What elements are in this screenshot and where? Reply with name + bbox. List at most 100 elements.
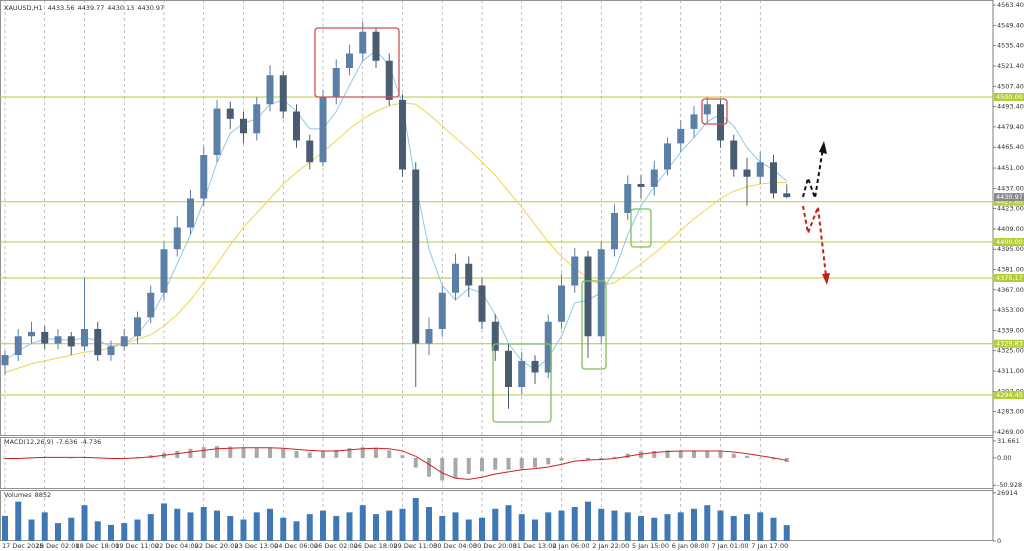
candle-body [637, 183, 645, 187]
volume-bar [121, 523, 128, 541]
macd-bar [334, 449, 339, 458]
candle-body [465, 263, 473, 286]
candle-body [385, 60, 393, 100]
y-tick-label: 4381.00 [997, 266, 1024, 274]
candle-body [266, 75, 274, 105]
volume-bar [624, 512, 631, 541]
macd-bar [413, 457, 418, 468]
macd-bar [135, 456, 140, 458]
volume-bar [200, 507, 207, 541]
volume-bar [187, 512, 194, 541]
y-tick-label: 0 [997, 537, 1001, 545]
candle-body [677, 128, 685, 144]
macd-bar [731, 453, 736, 458]
candle-body [28, 331, 35, 337]
candle-body [690, 114, 698, 129]
candle-body [120, 336, 128, 347]
macd-bar [321, 451, 325, 458]
macd-bar [294, 450, 299, 458]
level-tag [994, 93, 1024, 102]
candle-body [187, 198, 194, 228]
y-tick-label: 4367.00 [997, 286, 1024, 294]
resistance-box [701, 98, 728, 125]
y-tick-label: 31.661 [997, 437, 1020, 445]
x-tick-label: 17 Dec 2025 [2, 542, 44, 550]
volume-bar [518, 514, 525, 541]
volume-bar [267, 508, 273, 541]
x-tick-label: 2 Jan 06:00 [553, 542, 590, 550]
volume-bar [704, 505, 711, 541]
x-tick-label: 31 Dec 13:00 [513, 542, 557, 550]
volume-bar [598, 508, 605, 541]
y-tick-label: 26914 [997, 489, 1018, 497]
x-tick-label: 30 Dec 04:00 [433, 542, 477, 550]
level-label: 4294.45 [996, 391, 1023, 399]
volume-bar [571, 507, 578, 541]
high: 4439.77 [78, 4, 105, 12]
volume-bar [359, 505, 366, 541]
macd-bar [480, 457, 484, 472]
support-box [581, 280, 607, 370]
macd-bar [347, 448, 352, 458]
candle-body [200, 154, 208, 199]
y-tick-label: 4423.00 [997, 205, 1024, 213]
candle-body [544, 321, 552, 373]
macd-bar [493, 457, 498, 470]
y-tick-label: 4311.00 [997, 367, 1024, 375]
candle-body [332, 68, 340, 98]
volume-bar [214, 510, 220, 541]
candle-body [624, 183, 632, 213]
candle-body [372, 31, 380, 61]
chart-header: XAUUSD,H1 4433.56 4439.77 4430.13 4430.97 [4, 4, 164, 12]
x-tick-label: 24 Dec 06:00 [274, 542, 318, 550]
candle-body [743, 169, 751, 177]
volume-bar [465, 519, 472, 541]
candle-body [213, 108, 221, 155]
low: 4430.13 [107, 4, 134, 12]
volume-bar [638, 515, 644, 541]
candle-body [571, 256, 579, 286]
support-box [630, 208, 652, 248]
x-tick-label: 26 Dec 02:00 [314, 542, 358, 550]
candle-body [346, 53, 353, 69]
volume-bar [439, 515, 446, 541]
y-tick-label: 4493.40 [997, 103, 1024, 111]
level-tag [994, 339, 1024, 348]
volume-bar [161, 503, 167, 541]
candle-body [173, 227, 181, 250]
macd-bar [268, 447, 272, 458]
macd-header: MACD(12,26,9) -7.636 -4.736 [4, 438, 101, 446]
level-label: 4427.80 [996, 198, 1023, 206]
candle-body [160, 249, 168, 293]
candle-body [54, 336, 62, 344]
y-tick-label: 4283.00 [997, 408, 1024, 416]
x-tick-label: 7 Jan 17:00 [751, 542, 788, 550]
y-tick-label: 4325.00 [997, 347, 1024, 355]
volume-bar [585, 501, 591, 541]
volume-header: Volumes 8852 [4, 491, 51, 499]
annotations [314, 27, 830, 423]
macd-bar [771, 457, 776, 460]
macd-title: MACD(12,26,9) [4, 438, 53, 446]
price-label: 4430.97 [996, 193, 1023, 201]
volume-bar [505, 505, 512, 541]
macd-bar [559, 457, 564, 461]
y-tick-label: 4479.40 [997, 123, 1024, 131]
candle-body [478, 285, 486, 322]
candle-body [253, 104, 261, 134]
macd-bar [533, 457, 537, 468]
candle-body [359, 31, 367, 54]
volume-bar [320, 510, 326, 541]
level-label: 4375.17 [996, 274, 1023, 282]
candle-body [756, 162, 764, 177]
volume-bar [174, 508, 181, 541]
macd-bar [692, 450, 696, 458]
y-tick-label: 4451.00 [997, 164, 1024, 172]
macd-bar [678, 450, 683, 458]
macd-bar [718, 451, 723, 458]
volume-value: 8852 [35, 491, 52, 499]
candle-body [664, 143, 671, 170]
macd-bar [440, 457, 445, 481]
volume-bar [333, 515, 340, 541]
x-tick-label: 2 Jan 22:00 [592, 542, 629, 550]
